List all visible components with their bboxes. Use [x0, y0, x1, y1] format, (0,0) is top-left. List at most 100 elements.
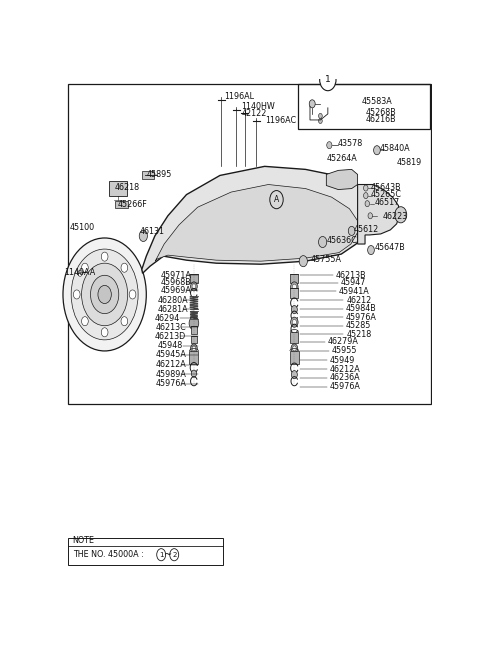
Bar [109, 181, 127, 196]
Circle shape [63, 238, 146, 351]
Polygon shape [155, 185, 358, 261]
Text: 45647B: 45647B [374, 243, 405, 252]
Bar [142, 172, 154, 179]
Text: 1: 1 [325, 75, 331, 84]
Circle shape [290, 282, 298, 292]
Bar [191, 336, 197, 343]
Text: 45819: 45819 [396, 159, 422, 167]
Text: 45976A: 45976A [156, 379, 187, 388]
Text: 45264A: 45264A [327, 155, 358, 163]
Circle shape [319, 236, 327, 248]
Circle shape [368, 213, 372, 219]
Text: 45218: 45218 [347, 330, 372, 339]
Circle shape [363, 185, 368, 191]
Circle shape [299, 255, 307, 267]
Text: ~: ~ [164, 550, 172, 560]
Text: 45945A: 45945A [156, 350, 187, 360]
Circle shape [373, 145, 380, 155]
Circle shape [82, 263, 128, 326]
Text: 46279A: 46279A [328, 337, 359, 346]
Circle shape [292, 320, 297, 325]
Text: 45100: 45100 [69, 223, 95, 232]
Text: 46213D: 46213D [155, 332, 186, 341]
Circle shape [292, 284, 297, 290]
Circle shape [101, 252, 108, 261]
Bar [191, 326, 197, 334]
Circle shape [365, 200, 370, 207]
Text: 1140AA: 1140AA [64, 268, 95, 277]
Circle shape [192, 346, 196, 351]
Circle shape [291, 305, 297, 314]
Text: 46216B: 46216B [366, 115, 396, 124]
Text: 45266F: 45266F [118, 200, 147, 209]
Circle shape [121, 316, 128, 326]
Text: 45949: 45949 [330, 356, 355, 365]
Text: 1196AL: 1196AL [224, 92, 253, 101]
Circle shape [121, 263, 128, 272]
Circle shape [320, 69, 336, 90]
Circle shape [191, 282, 197, 291]
Bar [290, 351, 299, 364]
Circle shape [82, 263, 88, 272]
Text: 46212A: 46212A [330, 365, 360, 373]
Circle shape [290, 317, 298, 328]
Text: 46236A: 46236A [330, 373, 360, 382]
Text: 42122: 42122 [241, 109, 266, 119]
Text: 45755A: 45755A [311, 255, 342, 264]
Circle shape [91, 275, 119, 314]
Circle shape [292, 346, 296, 351]
Text: 45612: 45612 [354, 225, 379, 234]
Text: 46213B: 46213B [336, 271, 367, 280]
Text: 45968B: 45968B [160, 278, 191, 288]
Bar [68, 84, 431, 404]
Text: 45948: 45948 [158, 341, 183, 350]
Text: 1: 1 [159, 552, 163, 557]
Circle shape [327, 141, 332, 149]
Text: 45955: 45955 [332, 346, 357, 356]
Text: 46223: 46223 [383, 212, 408, 221]
Polygon shape [326, 170, 358, 189]
Bar [68, 538, 223, 565]
Text: 1196AC: 1196AC [265, 117, 297, 126]
Text: 45265C: 45265C [371, 190, 402, 199]
Text: 45583A: 45583A [361, 97, 392, 106]
Text: 45947: 45947 [341, 278, 366, 288]
Text: 45976A: 45976A [346, 312, 377, 322]
Bar [190, 274, 198, 284]
Text: 45895: 45895 [147, 170, 172, 179]
Circle shape [189, 316, 199, 329]
Text: 45969A: 45969A [160, 286, 192, 295]
Circle shape [319, 113, 322, 119]
Text: 45984B: 45984B [346, 304, 376, 313]
Circle shape [139, 231, 147, 242]
Bar [115, 200, 128, 208]
Circle shape [348, 227, 355, 235]
Circle shape [395, 207, 407, 223]
Text: 45989A: 45989A [156, 369, 187, 379]
Circle shape [192, 284, 196, 289]
Text: 45636C: 45636C [327, 236, 358, 245]
Bar [190, 351, 198, 364]
Circle shape [291, 371, 297, 379]
Circle shape [192, 370, 196, 377]
Circle shape [101, 328, 108, 337]
Text: 46131: 46131 [140, 227, 165, 236]
Circle shape [319, 119, 322, 124]
Bar [290, 332, 299, 343]
Text: 46280A: 46280A [157, 295, 188, 305]
Text: 1140HW: 1140HW [241, 102, 275, 111]
Text: 46517: 46517 [374, 198, 399, 207]
Text: 46213C: 46213C [156, 323, 187, 331]
Text: 45971A: 45971A [160, 271, 192, 280]
Circle shape [291, 344, 298, 353]
Text: 46212A: 46212A [156, 360, 187, 369]
Bar [290, 274, 299, 284]
Text: 46212: 46212 [347, 295, 372, 305]
Polygon shape [142, 166, 371, 273]
Bar [298, 84, 430, 129]
Circle shape [368, 246, 374, 255]
Text: 46281A: 46281A [157, 305, 188, 314]
Text: 43578: 43578 [337, 139, 362, 147]
Circle shape [129, 290, 136, 299]
Text: 46294: 46294 [155, 314, 180, 323]
